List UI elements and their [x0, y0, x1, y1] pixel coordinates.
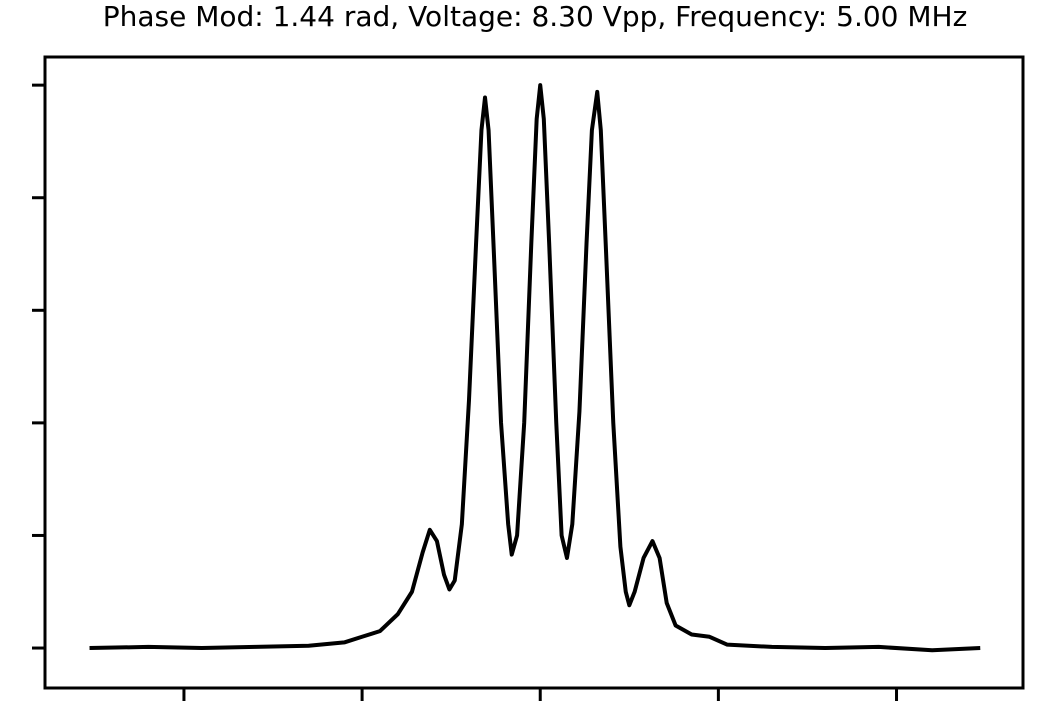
chart-title: Phase Mod: 1.44 rad, Voltage: 8.30 Vpp, …	[103, 0, 968, 33]
plot-frame	[43, 55, 1025, 690]
data-line	[89, 83, 981, 653]
